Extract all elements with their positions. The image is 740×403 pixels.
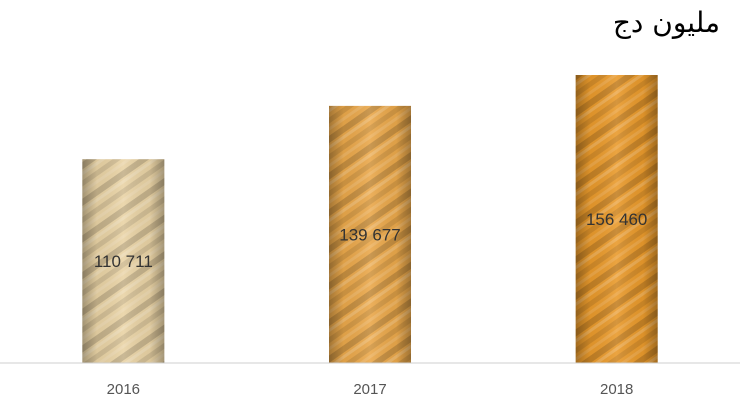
x-tick-label-2016: 2016 <box>107 381 140 398</box>
bar-shade-2018 <box>575 75 658 363</box>
data-label-2018: 156 460 <box>586 210 647 229</box>
x-tick-label-2017: 2017 <box>353 381 386 398</box>
x-tick-label-2018: 2018 <box>600 381 633 398</box>
data-label-2016: 110 711 <box>94 252 153 271</box>
data-label-2017: 139 677 <box>339 225 400 244</box>
chart-title: مليون دج <box>612 6 720 39</box>
bar-shade-2017 <box>329 105 412 363</box>
bar-shade-2016 <box>82 159 165 363</box>
